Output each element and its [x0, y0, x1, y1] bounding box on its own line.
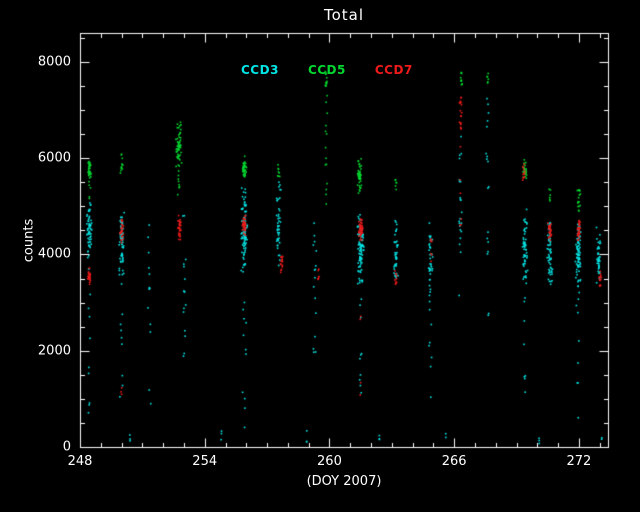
y-axis-label: counts [21, 218, 37, 263]
x-axis-label: (DOY 2007) [306, 474, 382, 489]
x-tick-label: 260 [317, 454, 342, 469]
legend: CCD3 CCD5 CCD7 [241, 63, 413, 77]
x-tick-label: 254 [192, 454, 218, 469]
y-tick-label: 8000 [37, 54, 71, 70]
x-tick-label: 248 [67, 454, 93, 469]
legend-item-ccd7: CCD7 [374, 63, 413, 77]
legend-item-ccd3: CCD3 [241, 63, 279, 77]
y-tick-label: 4000 [37, 246, 71, 262]
y-tick-label: 2000 [37, 343, 71, 359]
y-tick-label: 0 [62, 439, 71, 455]
y-tick-label: 6000 [37, 150, 71, 166]
x-tick-label: 272 [566, 454, 592, 469]
chart-title: Total [323, 6, 365, 24]
legend-item-ccd5: CCD5 [307, 63, 346, 77]
x-tick-label: 266 [441, 454, 467, 469]
